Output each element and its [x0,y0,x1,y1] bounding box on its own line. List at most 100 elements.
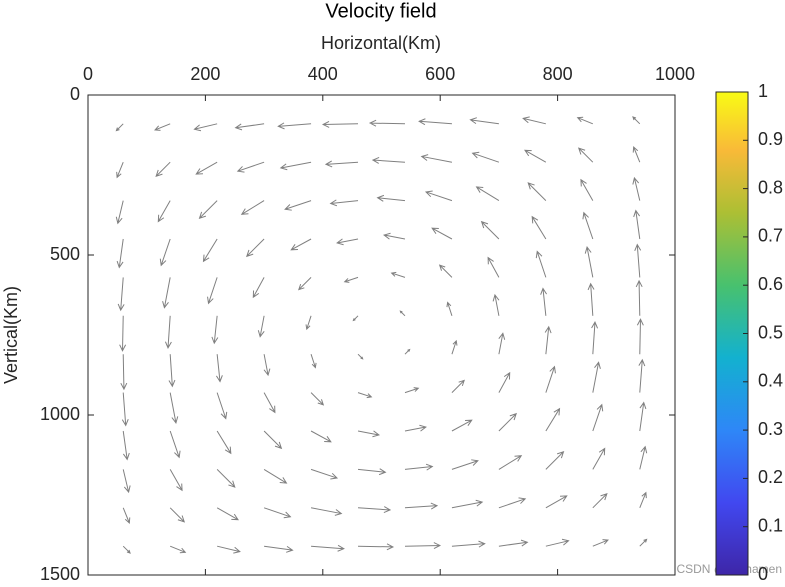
arrow [215,354,223,383]
arrow [117,277,125,312]
arrow [169,430,181,459]
arrow [580,178,594,201]
arrow [290,238,312,251]
arrow [545,365,556,393]
arrow [120,354,128,391]
arrow [431,227,453,240]
arrow [357,430,380,438]
colorbar-tick-label: 0.9 [758,129,783,149]
arrow [635,279,643,316]
colorbar-tick-label: 0.6 [758,274,783,294]
arrow [207,277,218,305]
arrow [216,430,232,455]
arrow [639,445,648,470]
colorbar-tick-label: 0.3 [758,419,783,439]
arrow [424,190,453,202]
arrow [480,220,500,240]
arrow [592,361,601,393]
arrow [451,499,484,509]
colorbar-tick-label: 0.4 [758,371,783,391]
arrow [159,238,171,267]
arrow [404,542,442,550]
arrow [155,161,171,178]
arrow [263,392,276,414]
arrow [263,507,292,519]
arrow [522,116,546,125]
arrow [639,538,648,547]
arrow [531,215,547,240]
arrow [216,507,239,521]
arrow [545,495,568,509]
plot-area [87,94,676,576]
arrow [234,123,265,131]
colorbar-tick-label: 0 [758,564,768,584]
arrow [358,543,395,551]
arrow [535,250,547,278]
arrow [279,161,312,171]
arrow [352,315,359,322]
arrow [193,123,218,132]
arrow [236,161,265,173]
arrow [592,539,609,547]
arrow [471,151,500,163]
x-tick-label: 400 [308,64,338,84]
arrow [195,161,218,175]
arrow [487,256,500,278]
colorbar-tick-label: 0.1 [758,515,783,535]
arrow [169,469,183,492]
arrow [498,497,527,509]
arrow [639,401,647,432]
colorbar-tick-label: 1 [758,81,768,101]
y-tick-label: 500 [50,244,80,264]
arrow [240,200,265,215]
arrow [632,116,641,125]
y-tick-label: 0 [70,84,80,104]
arrow [498,332,506,355]
arrow [257,315,265,338]
colorbar-tick-label: 0.8 [758,177,783,197]
arrow [115,123,124,132]
arrow [168,354,176,388]
arrow [545,538,570,547]
arrow [540,287,548,316]
y-tick-label: 1000 [40,404,80,424]
arrow [451,379,465,393]
arrow [122,469,131,494]
y-axis-label: Vertical(Km) [1,286,21,384]
arrow [582,211,594,240]
arrow [202,238,218,263]
arrow [639,491,647,508]
x-tick-label: 200 [190,64,220,84]
arrow [527,182,547,201]
arrow [310,392,325,406]
arrow [169,507,186,523]
arrow [169,545,187,554]
arrow [122,545,131,554]
arrow [634,243,642,278]
arrow [498,539,529,547]
arrow [157,200,171,223]
arrow [357,468,387,476]
arrow [498,412,517,432]
arrow [404,348,411,355]
x-tick-label: 0 [83,64,93,84]
arrow [592,403,604,432]
x-tick-label: 1000 [655,64,695,84]
arrow [154,123,171,131]
arrow [576,116,594,125]
arrow [469,117,499,125]
arrow [357,506,392,514]
arrow [119,315,127,352]
arrow [162,277,171,309]
arrow [121,392,129,427]
y-tick-label: 1500 [40,564,80,584]
arrow [311,544,345,552]
arrow [404,463,434,471]
arrow [451,459,479,470]
chart-title: Velocity field [325,0,436,22]
arrow [632,146,641,163]
arrow [264,545,294,553]
arrow [638,358,646,393]
arrow [246,238,265,258]
